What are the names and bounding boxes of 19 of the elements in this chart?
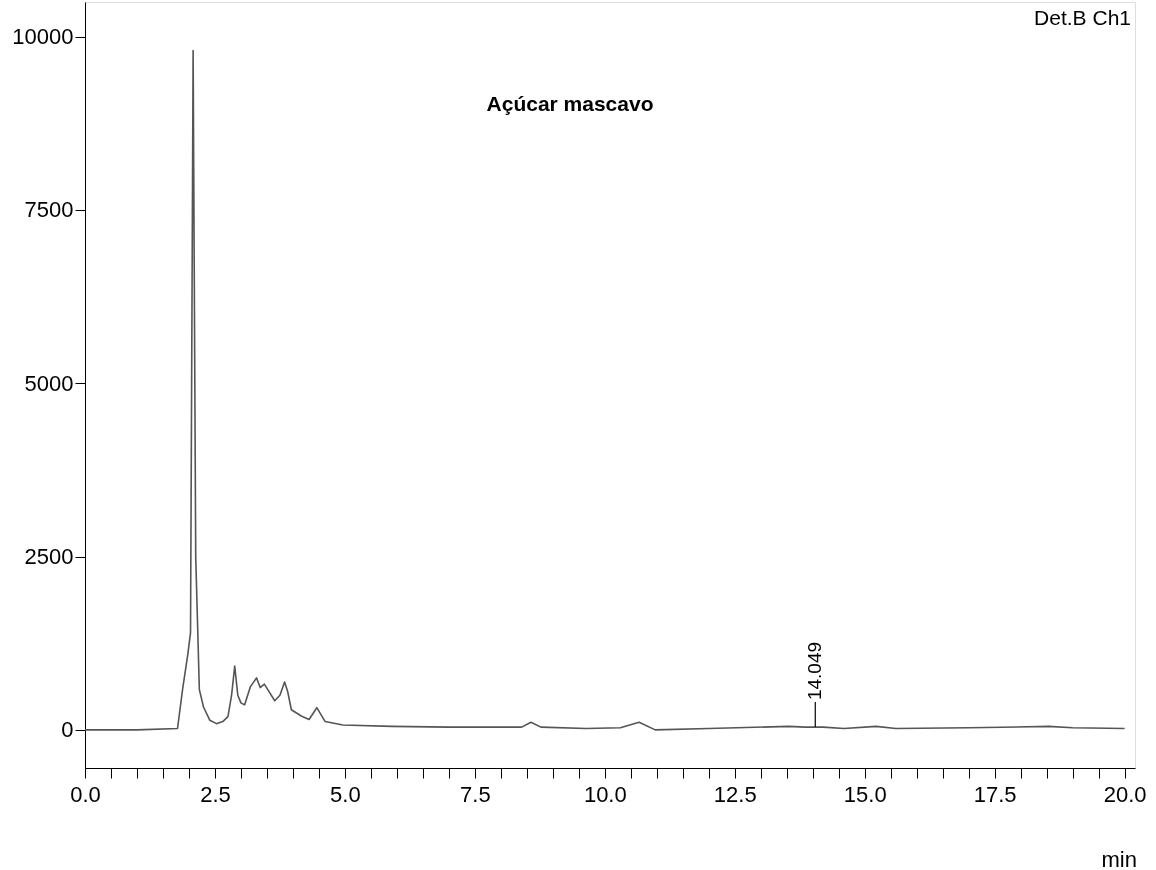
y-tick-label: 2500	[24, 544, 74, 570]
y-tick-label: 5000	[24, 370, 74, 396]
x-axis-title: min	[1101, 847, 1137, 870]
x-tick-label: 0.0	[70, 781, 101, 807]
x-tick-label: 20.0	[1103, 781, 1147, 807]
y-tick-label: 0	[61, 717, 74, 743]
y-tick-label: 10000	[12, 24, 74, 50]
x-tick-label: 5.0	[330, 781, 361, 807]
x-tick-label: 15.0	[843, 781, 887, 807]
line-series	[84, 49, 1126, 731]
annotation: Det.B Ch1	[1034, 6, 1131, 29]
x-tick-label: 7.5	[460, 781, 491, 807]
text: Açúcar mascavo	[486, 92, 654, 115]
annotation: 14.049	[804, 641, 826, 701]
y-tick-label: 7500	[24, 197, 74, 223]
x-tick-label: 10.0	[583, 781, 627, 807]
x-tick-label: 17.5	[973, 781, 1017, 807]
x-tick-label: 2.5	[200, 781, 231, 807]
x-tick-label: 12.5	[713, 781, 757, 807]
